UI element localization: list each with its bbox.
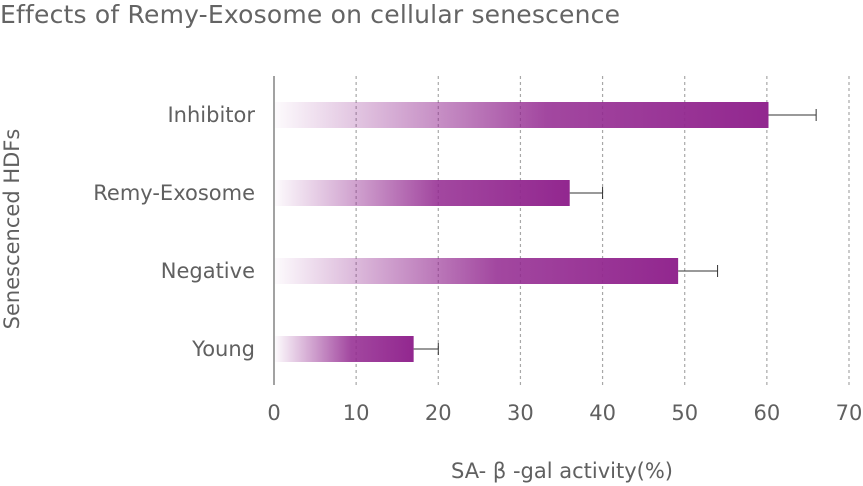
category-label: Young bbox=[191, 337, 255, 361]
bars bbox=[275, 102, 817, 362]
bar bbox=[275, 336, 414, 362]
x-tick-label: 70 bbox=[836, 401, 863, 425]
x-tick-label: 0 bbox=[267, 401, 280, 425]
x-tick-label: 30 bbox=[507, 401, 534, 425]
x-tick-label: 50 bbox=[671, 401, 698, 425]
bar bbox=[275, 258, 679, 284]
category-label: Negative bbox=[161, 259, 255, 283]
category-label: Inhibitor bbox=[167, 103, 255, 127]
y-axis-title: Senescenced HDFs bbox=[0, 129, 24, 330]
x-axis-title: SA- β -gal activity(%) bbox=[451, 459, 673, 483]
x-tick-label: 60 bbox=[753, 401, 780, 425]
labels: 0 10 20 30 40 50 60 70 Inhibitor Remy-Exosome Nega… bbox=[0, 103, 862, 483]
x-tick-label: 10 bbox=[343, 401, 370, 425]
bar bbox=[275, 180, 570, 206]
x-tick-label: 40 bbox=[589, 401, 616, 425]
bar bbox=[275, 102, 769, 128]
x-tick-label: 20 bbox=[425, 401, 452, 425]
chart-title: Effects of Remy-Exosome on cellular sene… bbox=[0, 0, 621, 29]
category-label: Remy-Exosome bbox=[93, 181, 255, 205]
